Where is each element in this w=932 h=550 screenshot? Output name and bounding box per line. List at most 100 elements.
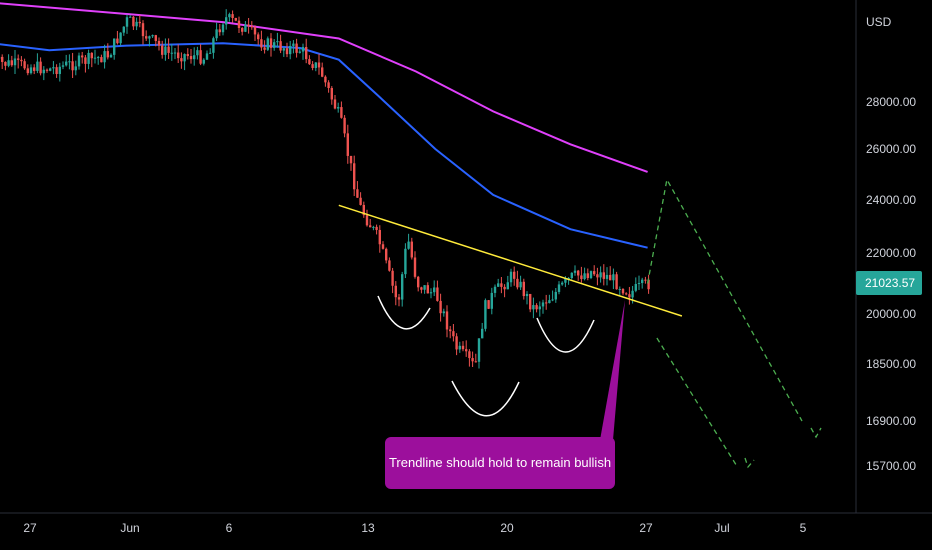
candle-body bbox=[52, 67, 55, 69]
candle-body bbox=[330, 88, 333, 100]
candle-body bbox=[461, 345, 465, 350]
candle-body bbox=[423, 285, 426, 290]
candle-body bbox=[177, 52, 180, 59]
candle-body bbox=[551, 299, 554, 301]
candle-body bbox=[509, 271, 513, 283]
candle-body bbox=[97, 57, 100, 59]
bearish-projection-path bbox=[656, 337, 738, 467]
candle-body bbox=[61, 65, 65, 67]
candle-body bbox=[161, 45, 164, 55]
candle-body bbox=[609, 274, 612, 281]
x-tick-label: 6 bbox=[226, 521, 233, 535]
candle-body bbox=[567, 278, 570, 280]
fast-moving-average-line bbox=[0, 42, 648, 249]
candle-body bbox=[570, 272, 573, 279]
candle-body bbox=[295, 43, 298, 53]
candle-body bbox=[580, 275, 583, 280]
candle-body bbox=[634, 283, 637, 291]
candle-body bbox=[417, 276, 420, 288]
candle-body bbox=[257, 34, 260, 40]
candle-body bbox=[481, 328, 484, 339]
candle-body bbox=[458, 345, 461, 350]
candle-body bbox=[263, 47, 266, 50]
candle-body bbox=[100, 57, 103, 63]
candle-body bbox=[577, 270, 580, 276]
candle-body bbox=[452, 331, 455, 337]
candle-body bbox=[439, 300, 442, 314]
candle-body bbox=[193, 55, 196, 60]
candle-body bbox=[212, 38, 215, 53]
y-tick-label: 24000.00 bbox=[866, 193, 916, 207]
candle-body bbox=[324, 76, 327, 83]
candle-body bbox=[548, 300, 551, 304]
candle-body bbox=[615, 274, 618, 290]
x-tick-label: 27 bbox=[639, 521, 653, 535]
y-tick-label: 15700.00 bbox=[866, 459, 916, 473]
candle-body bbox=[164, 46, 167, 55]
head-arc bbox=[451, 380, 520, 417]
candle-body bbox=[618, 288, 621, 290]
candle-body bbox=[346, 133, 349, 156]
candle-body bbox=[241, 27, 244, 32]
candle-body bbox=[605, 274, 609, 279]
candle-body bbox=[388, 260, 391, 271]
candle-body bbox=[631, 290, 634, 298]
candle-body bbox=[349, 155, 353, 164]
candle-body bbox=[122, 26, 125, 33]
candle-body bbox=[564, 278, 567, 283]
slow-moving-average-line bbox=[0, 2, 648, 173]
candle-body bbox=[10, 60, 13, 66]
candle-body bbox=[145, 36, 148, 39]
candle-body bbox=[234, 18, 237, 21]
neckline-trendline[interactable] bbox=[338, 204, 683, 317]
candle-body bbox=[260, 39, 263, 48]
candle-body bbox=[135, 21, 138, 27]
candle-body bbox=[333, 99, 337, 109]
candle-body bbox=[621, 288, 625, 294]
candle-body bbox=[4, 61, 7, 66]
candle-body bbox=[205, 53, 209, 60]
candle-body bbox=[273, 42, 276, 48]
candle-body bbox=[455, 336, 458, 350]
candle-body bbox=[253, 27, 257, 35]
candle-body bbox=[209, 52, 212, 54]
candle-body bbox=[20, 59, 23, 62]
candle-body bbox=[500, 283, 503, 287]
candle-body bbox=[529, 293, 532, 310]
candle-body bbox=[429, 292, 433, 294]
candle-body bbox=[84, 57, 87, 64]
candle-body bbox=[321, 67, 324, 77]
candle-body bbox=[493, 286, 497, 293]
x-tick-label: Jul bbox=[714, 521, 729, 535]
candle-body bbox=[471, 358, 474, 362]
candle-body bbox=[87, 52, 90, 64]
y-tick-label: 18500.00 bbox=[866, 357, 916, 371]
candle-body bbox=[538, 306, 541, 310]
candle-body bbox=[586, 273, 589, 279]
candle-body bbox=[487, 300, 490, 309]
candle-body bbox=[381, 244, 385, 249]
candle-body bbox=[637, 283, 641, 285]
candle-body bbox=[93, 57, 97, 59]
candle-body bbox=[513, 271, 516, 279]
candle-body bbox=[599, 272, 602, 278]
candle-body bbox=[541, 302, 545, 307]
candle-body bbox=[228, 14, 231, 18]
candle-body bbox=[71, 61, 74, 71]
candle-body bbox=[231, 14, 234, 19]
candle-body bbox=[378, 229, 381, 245]
callout-box[interactable] bbox=[385, 437, 615, 489]
y-tick-label: 26000.00 bbox=[866, 142, 916, 156]
candle-body bbox=[215, 29, 218, 39]
candle-body bbox=[554, 291, 557, 300]
candle-body bbox=[199, 50, 202, 64]
candle-body bbox=[189, 56, 193, 60]
candle-body bbox=[433, 287, 436, 293]
candle-body bbox=[36, 61, 39, 71]
candle-body bbox=[589, 271, 593, 279]
candle-body bbox=[561, 282, 564, 285]
candle-body bbox=[289, 45, 292, 55]
candle-body bbox=[506, 282, 509, 290]
